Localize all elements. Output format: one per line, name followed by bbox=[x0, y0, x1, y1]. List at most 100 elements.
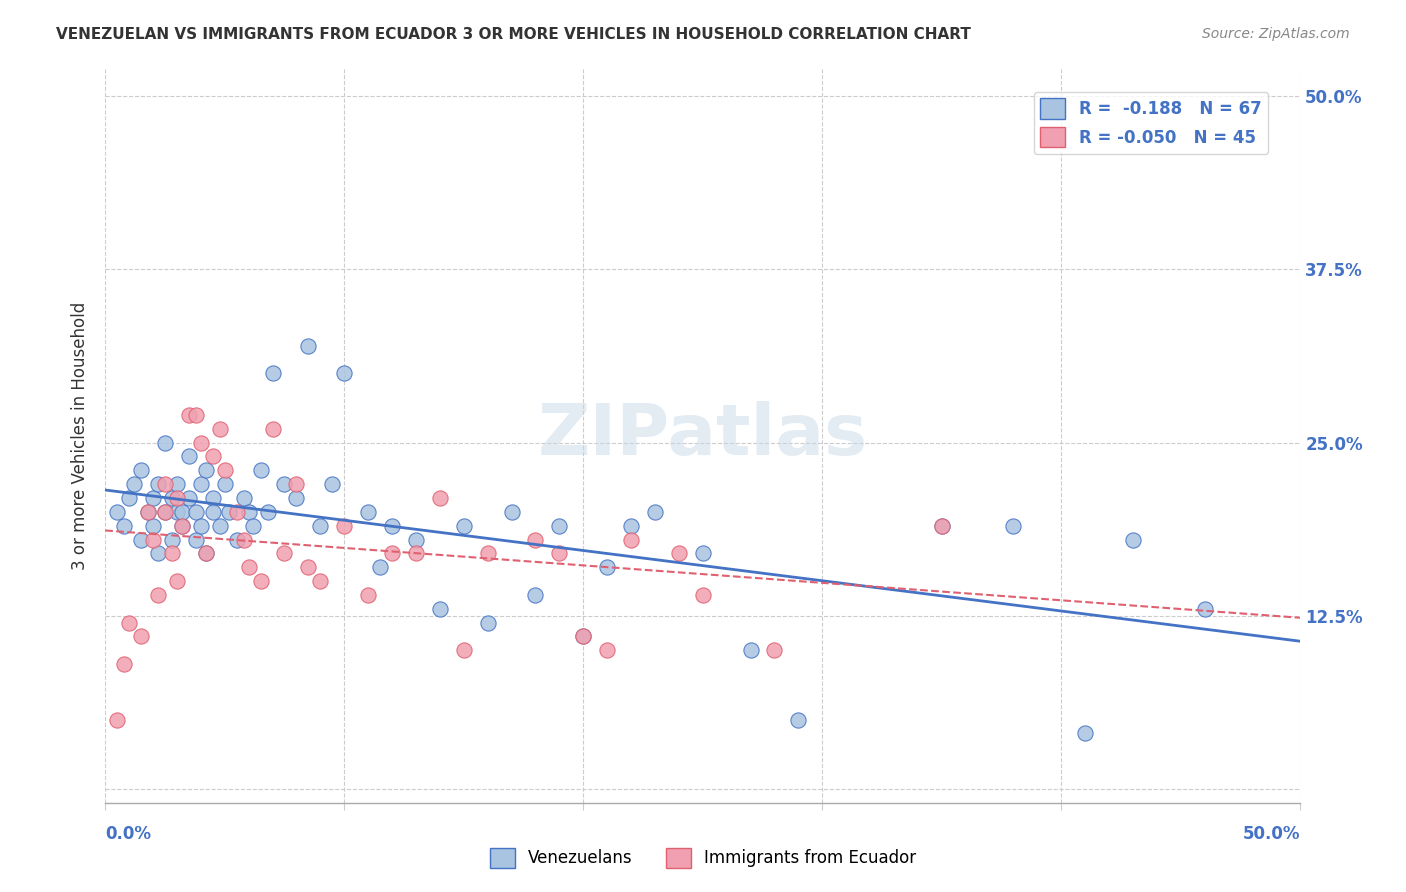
Point bbox=[153, 505, 176, 519]
Point bbox=[1194, 601, 1216, 615]
Point bbox=[1122, 533, 1144, 547]
Point bbox=[160, 491, 183, 505]
Point bbox=[692, 588, 714, 602]
Point bbox=[596, 560, 619, 574]
Point bbox=[142, 518, 165, 533]
Point bbox=[333, 518, 356, 533]
Point bbox=[262, 422, 284, 436]
Point bbox=[381, 518, 404, 533]
Point bbox=[177, 408, 200, 422]
Point bbox=[357, 505, 380, 519]
Point bbox=[201, 450, 224, 464]
Point bbox=[931, 518, 953, 533]
Point bbox=[129, 533, 152, 547]
Point bbox=[242, 518, 264, 533]
Point bbox=[357, 588, 380, 602]
Point bbox=[249, 574, 271, 588]
Point bbox=[160, 546, 183, 560]
Point bbox=[368, 560, 391, 574]
Y-axis label: 3 or more Vehicles in Household: 3 or more Vehicles in Household bbox=[72, 301, 89, 570]
Legend: R =  -0.188   N = 67, R = -0.050   N = 45: R = -0.188 N = 67, R = -0.050 N = 45 bbox=[1033, 92, 1268, 154]
Point bbox=[166, 491, 188, 505]
Point bbox=[501, 505, 523, 519]
Point bbox=[184, 533, 207, 547]
Point bbox=[118, 615, 141, 630]
Point bbox=[218, 505, 240, 519]
Point bbox=[548, 518, 571, 533]
Point bbox=[273, 546, 295, 560]
Point bbox=[429, 601, 451, 615]
Point bbox=[429, 491, 451, 505]
Point bbox=[190, 477, 212, 491]
Point bbox=[214, 477, 236, 491]
Point bbox=[381, 546, 404, 560]
Point bbox=[262, 366, 284, 380]
Point bbox=[105, 713, 128, 727]
Point bbox=[763, 643, 786, 657]
Point bbox=[208, 518, 231, 533]
Point bbox=[166, 574, 188, 588]
Point bbox=[153, 505, 176, 519]
Point bbox=[166, 477, 188, 491]
Point bbox=[524, 588, 547, 602]
Point bbox=[333, 366, 356, 380]
Text: 0.0%: 0.0% bbox=[105, 825, 152, 843]
Point bbox=[256, 505, 278, 519]
Point bbox=[309, 574, 332, 588]
Point bbox=[184, 408, 207, 422]
Point bbox=[249, 463, 271, 477]
Point bbox=[297, 338, 319, 352]
Point bbox=[548, 546, 571, 560]
Point bbox=[122, 477, 145, 491]
Point bbox=[194, 463, 217, 477]
Point bbox=[170, 518, 193, 533]
Point bbox=[190, 435, 212, 450]
Point bbox=[160, 533, 183, 547]
Point bbox=[285, 491, 308, 505]
Point bbox=[297, 560, 319, 574]
Point bbox=[644, 505, 666, 519]
Point bbox=[146, 588, 169, 602]
Point bbox=[453, 643, 475, 657]
Point bbox=[194, 546, 217, 560]
Point bbox=[146, 477, 169, 491]
Point bbox=[118, 491, 141, 505]
Point bbox=[170, 518, 193, 533]
Point bbox=[146, 546, 169, 560]
Point bbox=[620, 533, 643, 547]
Point bbox=[405, 546, 427, 560]
Point bbox=[177, 450, 200, 464]
Point bbox=[1074, 726, 1097, 740]
Point bbox=[572, 630, 595, 644]
Point bbox=[105, 505, 128, 519]
Point bbox=[201, 491, 224, 505]
Point bbox=[931, 518, 953, 533]
Point bbox=[477, 546, 499, 560]
Point bbox=[477, 615, 499, 630]
Point bbox=[142, 491, 165, 505]
Point bbox=[153, 477, 176, 491]
Point bbox=[453, 518, 475, 533]
Point bbox=[194, 546, 217, 560]
Point bbox=[225, 533, 247, 547]
Point bbox=[129, 463, 152, 477]
Point bbox=[273, 477, 295, 491]
Point bbox=[321, 477, 343, 491]
Point bbox=[572, 630, 595, 644]
Point bbox=[190, 518, 212, 533]
Point bbox=[692, 546, 714, 560]
Text: Source: ZipAtlas.com: Source: ZipAtlas.com bbox=[1202, 27, 1350, 41]
Point bbox=[232, 491, 254, 505]
Point bbox=[112, 518, 135, 533]
Point bbox=[201, 505, 224, 519]
Text: VENEZUELAN VS IMMIGRANTS FROM ECUADOR 3 OR MORE VEHICLES IN HOUSEHOLD CORRELATIO: VENEZUELAN VS IMMIGRANTS FROM ECUADOR 3 … bbox=[56, 27, 972, 42]
Legend: Venezuelans, Immigrants from Ecuador: Venezuelans, Immigrants from Ecuador bbox=[482, 841, 924, 875]
Point bbox=[1002, 518, 1025, 533]
Text: 50.0%: 50.0% bbox=[1243, 825, 1301, 843]
Point bbox=[153, 435, 176, 450]
Point bbox=[129, 630, 152, 644]
Point bbox=[787, 713, 810, 727]
Point bbox=[620, 518, 643, 533]
Point bbox=[232, 533, 254, 547]
Point bbox=[740, 643, 762, 657]
